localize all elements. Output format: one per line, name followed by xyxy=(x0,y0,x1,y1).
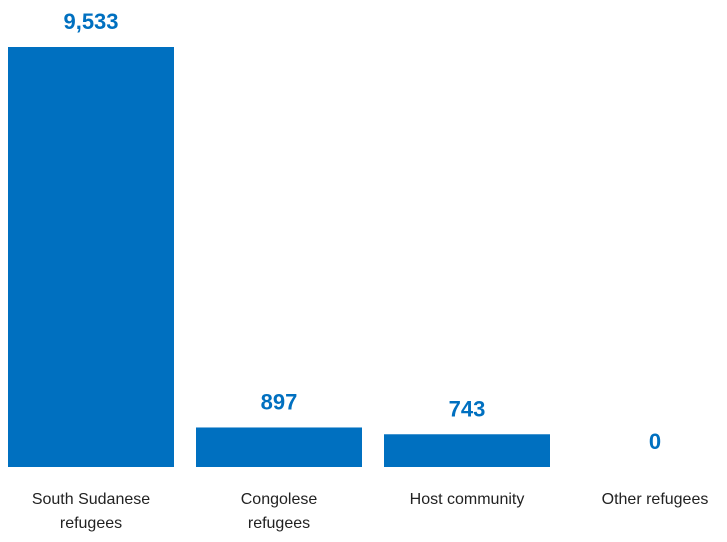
bar xyxy=(196,427,362,467)
value-label: 0 xyxy=(649,429,661,454)
category-label: Host community xyxy=(409,491,525,508)
value-label: 897 xyxy=(261,389,298,414)
category-label: Congolese refugees xyxy=(240,491,318,532)
category-label: Other refugees xyxy=(601,491,709,508)
value-label: 743 xyxy=(449,396,486,421)
value-label: 9,533 xyxy=(63,9,118,34)
bar xyxy=(384,434,550,467)
bar xyxy=(8,47,174,467)
category-label: South Sudanese refugees xyxy=(31,491,151,532)
